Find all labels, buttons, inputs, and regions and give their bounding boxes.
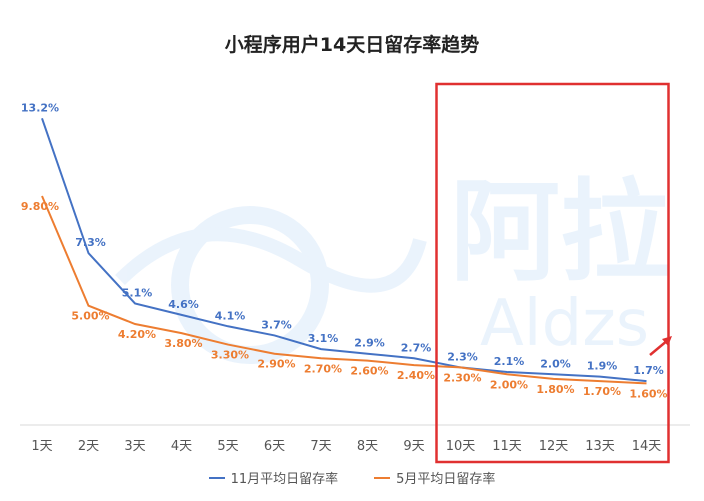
data-label-0-3: 4.6% [168, 298, 199, 311]
x-tick-label-10: 11天 [492, 439, 522, 454]
data-label-1-5: 2.90% [257, 358, 295, 371]
x-tick-label-3: 4天 [171, 439, 192, 454]
data-label-0-13: 1.7% [633, 364, 664, 377]
legend-label-may: 5月平均日留存率 [396, 472, 496, 487]
data-label-1-10: 2.00% [490, 378, 528, 391]
x-tick-label-8: 9天 [403, 439, 424, 454]
data-label-1-11: 1.80% [536, 383, 574, 396]
data-label-0-7: 2.9% [354, 337, 385, 350]
data-label-1-0: 9.80% [21, 200, 59, 213]
data-label-0-9: 2.3% [447, 350, 478, 363]
data-label-0-10: 2.1% [494, 355, 525, 368]
data-label-0-6: 3.1% [308, 332, 339, 345]
series-line-0 [41, 117, 647, 383]
legend-item-november: 11月平均日留存率 [208, 468, 339, 487]
watermark-logo: 阿拉 Aldzs [115, 168, 670, 364]
data-label-1-7: 2.60% [350, 365, 388, 378]
legend-item-may: 5月平均日留存率 [374, 468, 495, 487]
data-label-0-2: 5.1% [122, 286, 153, 299]
x-tick-label-13: 14天 [632, 439, 662, 454]
data-label-0-5: 3.7% [261, 318, 292, 331]
data-label-1-3: 3.80% [164, 337, 202, 350]
chart-title: 小程序用户14天日留存率趋势 [224, 34, 480, 56]
x-tick-label-11: 12天 [539, 439, 569, 454]
x-tick-label-9: 10天 [446, 439, 476, 454]
data-label-0-8: 2.7% [401, 341, 432, 354]
data-label-1-2: 4.20% [118, 328, 156, 341]
data-label-1-13: 1.60% [629, 387, 667, 400]
x-tick-label-1: 2天 [78, 439, 99, 454]
legend-label-november: 11月平均日留存率 [230, 472, 339, 487]
data-label-0-12: 1.9% [587, 360, 618, 373]
data-label-0-1: 7.3% [75, 236, 106, 249]
data-label-1-9: 2.30% [443, 371, 481, 384]
series-line-1 [41, 195, 647, 385]
x-tick-label-2: 3天 [124, 439, 145, 454]
watermark-text-cn: 阿拉 [450, 168, 670, 296]
data-label-1-8: 2.40% [397, 369, 435, 382]
data-label-1-1: 5.00% [71, 310, 109, 323]
data-label-1-4: 3.30% [211, 349, 249, 362]
x-tick-label-6: 7天 [310, 439, 331, 454]
data-label-1-12: 1.70% [583, 385, 621, 398]
x-tick-label-5: 6天 [264, 439, 285, 454]
x-tick-label-12: 13天 [585, 439, 615, 454]
legend-swatch-november [208, 476, 225, 479]
data-label-1-6: 2.70% [304, 362, 342, 375]
data-label-0-11: 2.0% [540, 357, 571, 370]
x-tick-label-4: 5天 [217, 439, 238, 454]
data-label-0-0: 13.2% [21, 101, 59, 114]
watermark-text-en: Aldzs [480, 287, 649, 361]
legend: 11月平均日留存率 5月平均日留存率 [0, 468, 704, 487]
x-tick-label-7: 8天 [357, 439, 378, 454]
x-tick-label-0: 1天 [31, 439, 52, 454]
highlight-box [435, 82, 670, 464]
data-label-0-4: 4.1% [215, 309, 246, 322]
legend-swatch-may [374, 476, 391, 479]
arrow-icon [649, 336, 672, 356]
